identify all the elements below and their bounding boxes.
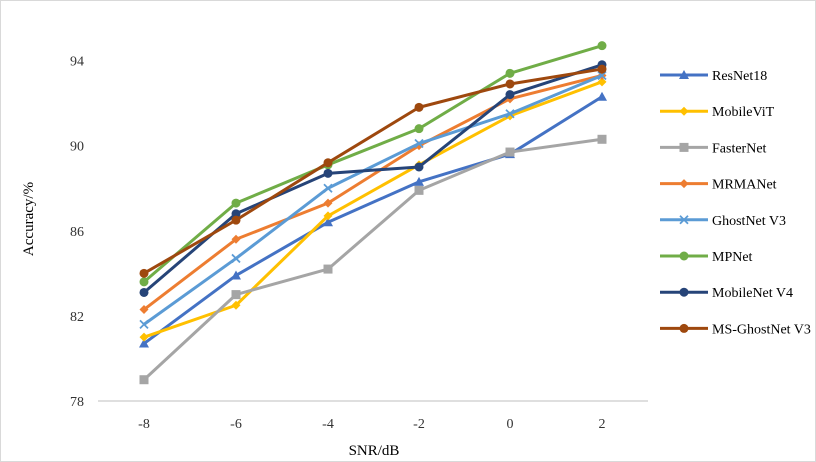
data-point [323,158,333,168]
data-point [139,375,149,385]
data-point [231,209,241,219]
data-point [414,138,424,149]
y-tick-label: 78 [70,395,84,410]
y-tick-label: 94 [70,55,84,70]
y-tick-label: 90 [70,140,84,155]
data-point [414,176,424,186]
series-ms-ghostnet-v3 [139,64,607,278]
legend-label: MPNet [712,250,753,265]
legend-label: GhostNet V3 [712,214,786,229]
data-point [414,185,424,195]
y-tick-label: 86 [70,225,84,240]
legend-label: MobileViT [712,105,775,120]
legend-label: MRMANet [712,178,777,193]
legend-marker [679,251,689,261]
y-tick-label: 82 [70,310,84,325]
data-point [231,198,241,208]
x-axis-ticks: -8 -6 -4 -2 0 2 [138,417,605,432]
data-point [231,253,241,264]
series-group [139,41,607,385]
legend-item: MPNet [660,250,753,265]
series-line [143,44,603,283]
data-point [231,215,241,225]
legend-marker [679,287,689,297]
x-tick-label: 0 [507,417,514,432]
data-point [597,64,607,74]
x-tick-label: -4 [322,417,334,432]
data-point [597,77,607,87]
data-point [231,234,241,244]
data-point [323,211,333,221]
legend-marker [679,215,689,225]
series-line [143,95,603,345]
legend-marker [679,179,689,189]
data-point [505,109,515,119]
data-point [139,338,149,348]
x-tick-label: 2 [599,417,606,432]
data-point [323,264,333,274]
x-tick-label: -6 [230,417,242,432]
legend-item: GhostNet V3 [660,214,786,229]
legend-marker [679,106,689,116]
data-point [597,41,607,51]
legend-item: ResNet18 [660,69,767,84]
y-axis-title: Accuracy/% [21,182,37,256]
legend-label: ResNet18 [712,69,767,84]
data-point [597,91,607,101]
data-point [505,90,515,100]
legend-item: MS-GhostNet V3 [660,322,811,337]
data-point [139,287,149,297]
legend-marker [679,323,689,333]
data-point [597,134,607,144]
series-line [143,73,603,311]
data-point [139,268,149,278]
y-axis-ticks: 78 82 86 90 94 [70,55,84,410]
data-point [414,102,424,112]
series-fasternet [139,134,607,385]
data-point [231,300,241,310]
data-point [139,277,149,287]
legend-marker [679,142,689,152]
data-point [323,217,333,227]
data-point [414,124,424,134]
series-ghostnet-v3 [139,70,607,330]
data-point [139,332,149,342]
data-point [231,290,241,300]
legend-item: MRMANet [660,178,777,193]
legend-label: FasterNet [712,141,767,156]
legend-item: MobileViT [660,105,775,120]
data-point [139,319,149,330]
series-line [143,74,603,326]
x-axis-title: SNR/dB [349,443,400,459]
legend-marker [679,70,689,79]
series-line [142,137,603,381]
data-point [323,168,333,178]
legend-label: MobileNet V4 [712,286,793,301]
x-tick-label: -2 [413,417,425,432]
data-point [323,183,333,193]
data-point [323,198,333,208]
data-point [597,70,607,81]
legend: ResNet18 MobileViT FasterNet MRMANet GhostNe… [660,69,811,337]
data-point [505,68,515,78]
series-line [143,67,603,275]
legend-item: MobileNet V4 [660,286,793,301]
x-tick-label: -8 [138,417,150,432]
series-line [143,63,603,294]
data-point [414,162,424,172]
legend-label: MS-GhostNet V3 [712,322,811,337]
data-point [505,147,515,157]
data-point [505,79,515,89]
data-point [231,270,241,280]
data-point [139,305,149,315]
legend-item: FasterNet [660,141,767,156]
